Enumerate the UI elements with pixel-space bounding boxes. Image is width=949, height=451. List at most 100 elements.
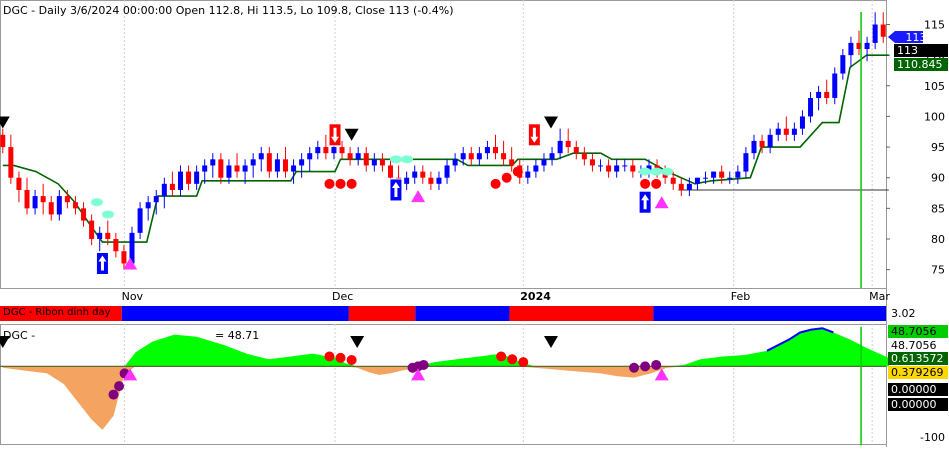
candle-body bbox=[452, 159, 458, 166]
candle-body bbox=[622, 165, 628, 167]
candle-body bbox=[387, 165, 393, 178]
candle-body bbox=[686, 183, 692, 190]
candle-body bbox=[323, 147, 329, 154]
candle-body bbox=[799, 116, 805, 129]
ribbon-segment bbox=[0, 306, 122, 321]
candle-body bbox=[541, 159, 547, 166]
y-tick-label: 75 bbox=[931, 264, 945, 277]
osc-purple-dot bbox=[108, 389, 119, 400]
last-price-tag: 113 bbox=[906, 31, 927, 44]
candle-body bbox=[711, 171, 717, 178]
candle-body bbox=[816, 91, 822, 99]
candle-body bbox=[751, 140, 757, 154]
candle-body bbox=[32, 196, 38, 209]
candle-body bbox=[307, 153, 313, 160]
osc-sell-triangle bbox=[0, 336, 10, 348]
candle-body bbox=[355, 153, 361, 160]
osc-red-dot bbox=[346, 355, 357, 365]
red-dot bbox=[324, 178, 335, 189]
candle-body bbox=[339, 147, 345, 154]
candle-body bbox=[501, 153, 507, 160]
buy-arrow-icon bbox=[641, 194, 650, 210]
buy-triangle-marker bbox=[411, 190, 426, 203]
candle-body bbox=[824, 91, 830, 99]
candle-body bbox=[484, 147, 490, 154]
candle-body bbox=[767, 134, 773, 148]
aqua-dot bbox=[661, 167, 674, 176]
candle-body bbox=[460, 153, 466, 160]
candle-body bbox=[493, 147, 499, 154]
osc-red-dot bbox=[507, 354, 518, 365]
candle-body bbox=[121, 251, 127, 264]
osc-red-dot bbox=[496, 351, 507, 362]
aqua-dot bbox=[389, 155, 402, 164]
buy-arrow-icon bbox=[98, 255, 107, 271]
x-tick-label: Mar bbox=[869, 290, 890, 303]
candle-body bbox=[880, 24, 886, 37]
candle-body bbox=[549, 153, 555, 160]
candle-body bbox=[105, 232, 111, 239]
candle-body bbox=[404, 177, 410, 184]
oscillator-header-value: = 48.71 bbox=[215, 329, 260, 342]
candle-body bbox=[525, 171, 531, 178]
candle-body bbox=[363, 153, 369, 166]
osc-tag-bg bbox=[888, 325, 948, 338]
candle-body bbox=[476, 153, 482, 160]
candle-body bbox=[509, 159, 515, 166]
candle-body bbox=[250, 159, 256, 166]
candle-body bbox=[598, 165, 604, 167]
candle-body bbox=[129, 232, 135, 264]
osc-tag-bg bbox=[888, 339, 948, 352]
osc-sell-triangle bbox=[350, 336, 365, 348]
candle-body bbox=[291, 165, 297, 172]
y-tick-label: 90 bbox=[931, 172, 945, 185]
x-tick-label: 2024 bbox=[520, 290, 551, 303]
ribbon-segment bbox=[653, 306, 886, 321]
osc-tag: 48.7056 bbox=[891, 339, 937, 352]
price-tag: 113 bbox=[897, 44, 918, 57]
candle-body bbox=[379, 159, 385, 166]
aqua-dot bbox=[401, 155, 414, 164]
candle-body bbox=[743, 153, 749, 172]
candle-body bbox=[719, 171, 725, 178]
red-dot bbox=[501, 172, 512, 183]
candle-body bbox=[565, 140, 571, 148]
red-dot bbox=[651, 178, 662, 189]
last-price-tag-bg bbox=[888, 31, 923, 43]
oscillator-positive-area bbox=[2, 328, 889, 367]
candle-body bbox=[113, 238, 119, 252]
buy-arrow-icon bbox=[391, 181, 400, 197]
candle-body bbox=[299, 159, 305, 166]
red-dot bbox=[640, 178, 651, 189]
candle-body bbox=[856, 42, 862, 50]
candle-body bbox=[8, 147, 14, 178]
osc-buy-triangle bbox=[411, 368, 426, 381]
osc-purple-dot bbox=[418, 359, 429, 370]
aqua-dot bbox=[101, 210, 114, 219]
ribbon-header: DGC - Ribon dinh day bbox=[3, 307, 111, 318]
price-tag-bg bbox=[894, 44, 948, 57]
candle-body bbox=[153, 196, 159, 203]
y-tick-label: 95 bbox=[931, 141, 945, 154]
aqua-dot bbox=[90, 198, 103, 207]
candle-body bbox=[573, 147, 579, 154]
candle-body bbox=[864, 42, 870, 50]
y-tick-label: 80 bbox=[931, 233, 945, 246]
sell-arrow-icon bbox=[530, 127, 539, 143]
candle-body bbox=[630, 165, 636, 172]
candle-body bbox=[89, 220, 95, 239]
aqua-dot bbox=[650, 167, 663, 176]
osc-tag: 0.613572 bbox=[891, 352, 944, 365]
ribbon-segment bbox=[121, 306, 349, 321]
sell-triangle-marker bbox=[0, 116, 10, 129]
candle-body bbox=[775, 128, 781, 135]
osc-sell-triangle bbox=[543, 336, 558, 348]
osc-purple-dot bbox=[651, 359, 662, 370]
candle-body bbox=[678, 183, 684, 190]
candle-body bbox=[646, 165, 652, 172]
candle-body bbox=[242, 165, 248, 172]
candle-body bbox=[161, 183, 167, 197]
candle-body bbox=[258, 153, 264, 160]
